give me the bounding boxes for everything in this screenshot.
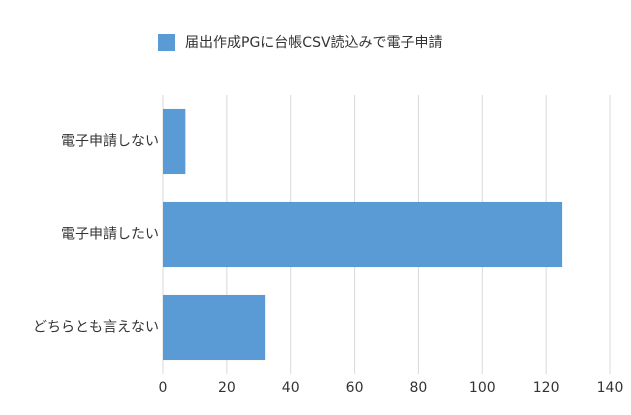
legend-swatch	[158, 34, 175, 51]
x-tick-label: 60	[346, 380, 364, 396]
x-tick-label: 140	[597, 380, 624, 396]
bar	[163, 201, 563, 268]
x-tick-label: 40	[282, 380, 300, 396]
x-tick-label: 0	[159, 380, 168, 396]
x-tick-label: 120	[533, 380, 560, 396]
y-tick-label: 電子申請したい	[61, 227, 159, 243]
y-tick-label: 電子申請しない	[61, 134, 159, 150]
x-tick-label: 100	[469, 380, 496, 396]
x-tick-label: 80	[410, 380, 428, 396]
bar	[163, 294, 266, 361]
x-tick-label: 20	[218, 380, 236, 396]
legend-label: 届出作成PGに台帳CSV読込みで電子申請	[185, 34, 443, 51]
bar	[163, 108, 186, 175]
y-tick-label: どちらとも言えない	[33, 320, 159, 336]
